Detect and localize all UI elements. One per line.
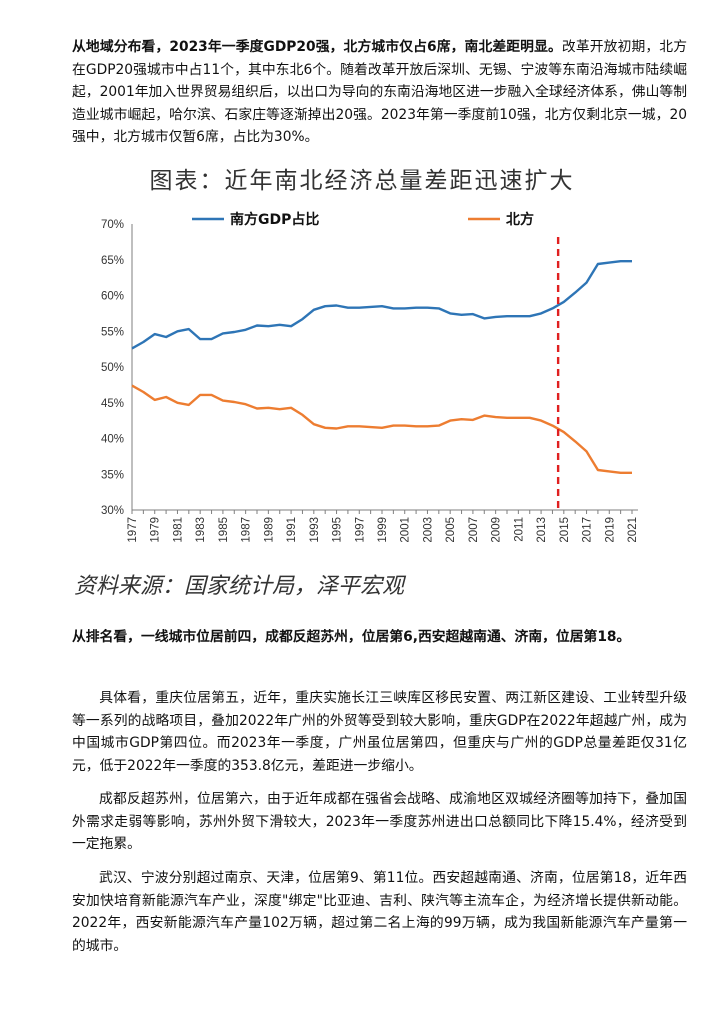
y-tick-label: 70% [101,219,124,231]
paragraph-chongqing: 具体看，重庆位居第五，近年，重庆实施长江三峡库区移民安置、两江新区建设、工业转型… [72,687,687,777]
y-tick-label: 35% [101,469,124,481]
x-tick-label: 2009 [491,517,503,543]
x-tick-label: 1983 [195,517,207,543]
y-tick-label: 40% [101,434,124,446]
x-tick-label: 2017 [582,517,594,543]
x-tick-label: 1985 [218,517,230,543]
y-tick-label: 30% [101,505,124,517]
y-tick-label: 55% [101,326,124,338]
series-line-north [131,384,632,474]
x-tick-label: 1989 [263,517,275,543]
x-tick-label: 1991 [286,517,298,543]
x-tick-label: 2007 [468,517,480,543]
paragraph-body: 具体看，重庆位居第五，近年，重庆实施长江三峡库区移民安置、两江新区建设、工业转型… [72,690,687,774]
paragraph-chengdu: 成都反超苏州，位居第六，由于近年成都在强省会战略、成渝地区双城经济圈等加持下，叠… [72,788,687,856]
chart-title: 图表：近年南北经济总量差距迅速扩大 [149,168,575,194]
x-tick-label: 1995 [332,517,344,543]
series-line-south [131,260,632,350]
paragraph-wuhan-xian: 武汉、宁波分别超过南京、天津，位居第9、第11位。西安超越南通、济南，位居第18… [72,867,687,957]
paragraph-body: 成都反超苏州，位居第六，由于近年成都在强省会战略、成渝地区双城经济圈等加持下，叠… [72,791,687,853]
line-chart: 30% 35% 40% 45% 50% 55% 60% 65% 70% 1977 1979 1981… [101,211,639,543]
x-tick-label: 1993 [309,517,321,543]
legend-label: 北方 [506,211,534,228]
y-tick-label: 65% [101,255,124,267]
x-tick-label: 1977 [127,517,139,543]
x-tick-label: 2013 [536,517,548,543]
x-tick-label: 1997 [354,517,366,543]
paragraph-ranking-lead: 从排名看，一线城市位居前四，成都反超苏州，位居第6,西安超越南通、济南，位居第1… [72,629,631,645]
paragraph-body: 武汉、宁波分别超过南京、天津，位居第9、第11位。西安超越南通、济南，位居第18… [72,870,687,954]
x-tick-label: 2011 [513,517,525,542]
y-tick-label: 45% [101,398,124,410]
x-tick-label: 2021 [627,517,639,543]
paragraph-regional-distribution: 从地域分布看，2023年一季度GDP20强，北方城市仅占6席，南北差距明显。改革… [72,36,687,149]
y-tick-label: 60% [101,291,124,303]
x-tick-label: 2015 [559,517,571,543]
paragraph-lead-bold: 从地域分布看，2023年一季度GDP20强，北方城市仅占6席，南北差距明显。 [72,39,562,55]
x-tick-label: 2005 [445,517,457,543]
x-tick-label: 2003 [422,517,434,543]
x-tick-label: 1979 [150,517,162,543]
x-tick-label: 2001 [400,517,412,543]
y-tick-label: 50% [101,362,124,374]
x-tick-label: 1999 [377,517,389,543]
x-tick-label: 1987 [241,517,253,543]
x-tick-label: 1981 [172,517,184,543]
chart-source-note: 资料来源：国家统计局，泽平宏观 [74,574,405,599]
x-tick-label: 2019 [604,517,616,543]
legend-label: 南方GDP占比 [230,211,319,228]
paragraph-body: 改革开放初期，北方在GDP20强城市中占11个，其中东北6个。随着改革开放后深圳… [72,39,688,146]
